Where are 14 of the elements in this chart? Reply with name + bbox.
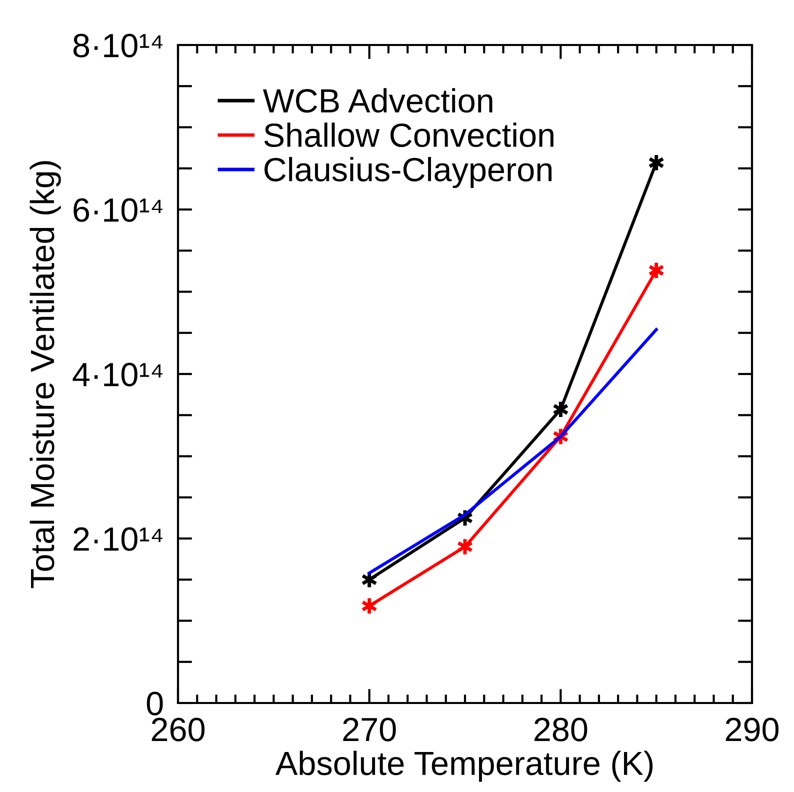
y-tick-label: 0 [146,692,163,716]
y-tick-label: 8·10¹⁴ [73,34,162,58]
x-tick-label: 270 [343,718,396,742]
legend-label: WCB Advection [262,88,492,113]
y-axis-title: Total Moisture Ventilated (kg) [30,161,61,588]
y-tick-label: 4·10¹⁴ [72,362,162,386]
legend-label: Clausius-Clayperon [264,156,552,188]
x-tick-label: 260 [152,718,205,742]
y-tick-label: 2·10¹⁴ [74,527,162,551]
y-tick-label: 6·10¹⁴ [74,198,162,222]
legend-label: Shallow Convection [264,122,554,148]
x-axis-title: Absolute Temperature (K) [275,750,653,782]
x-tick-label: 280 [534,718,588,742]
x-tick-label: 290 [726,718,779,742]
